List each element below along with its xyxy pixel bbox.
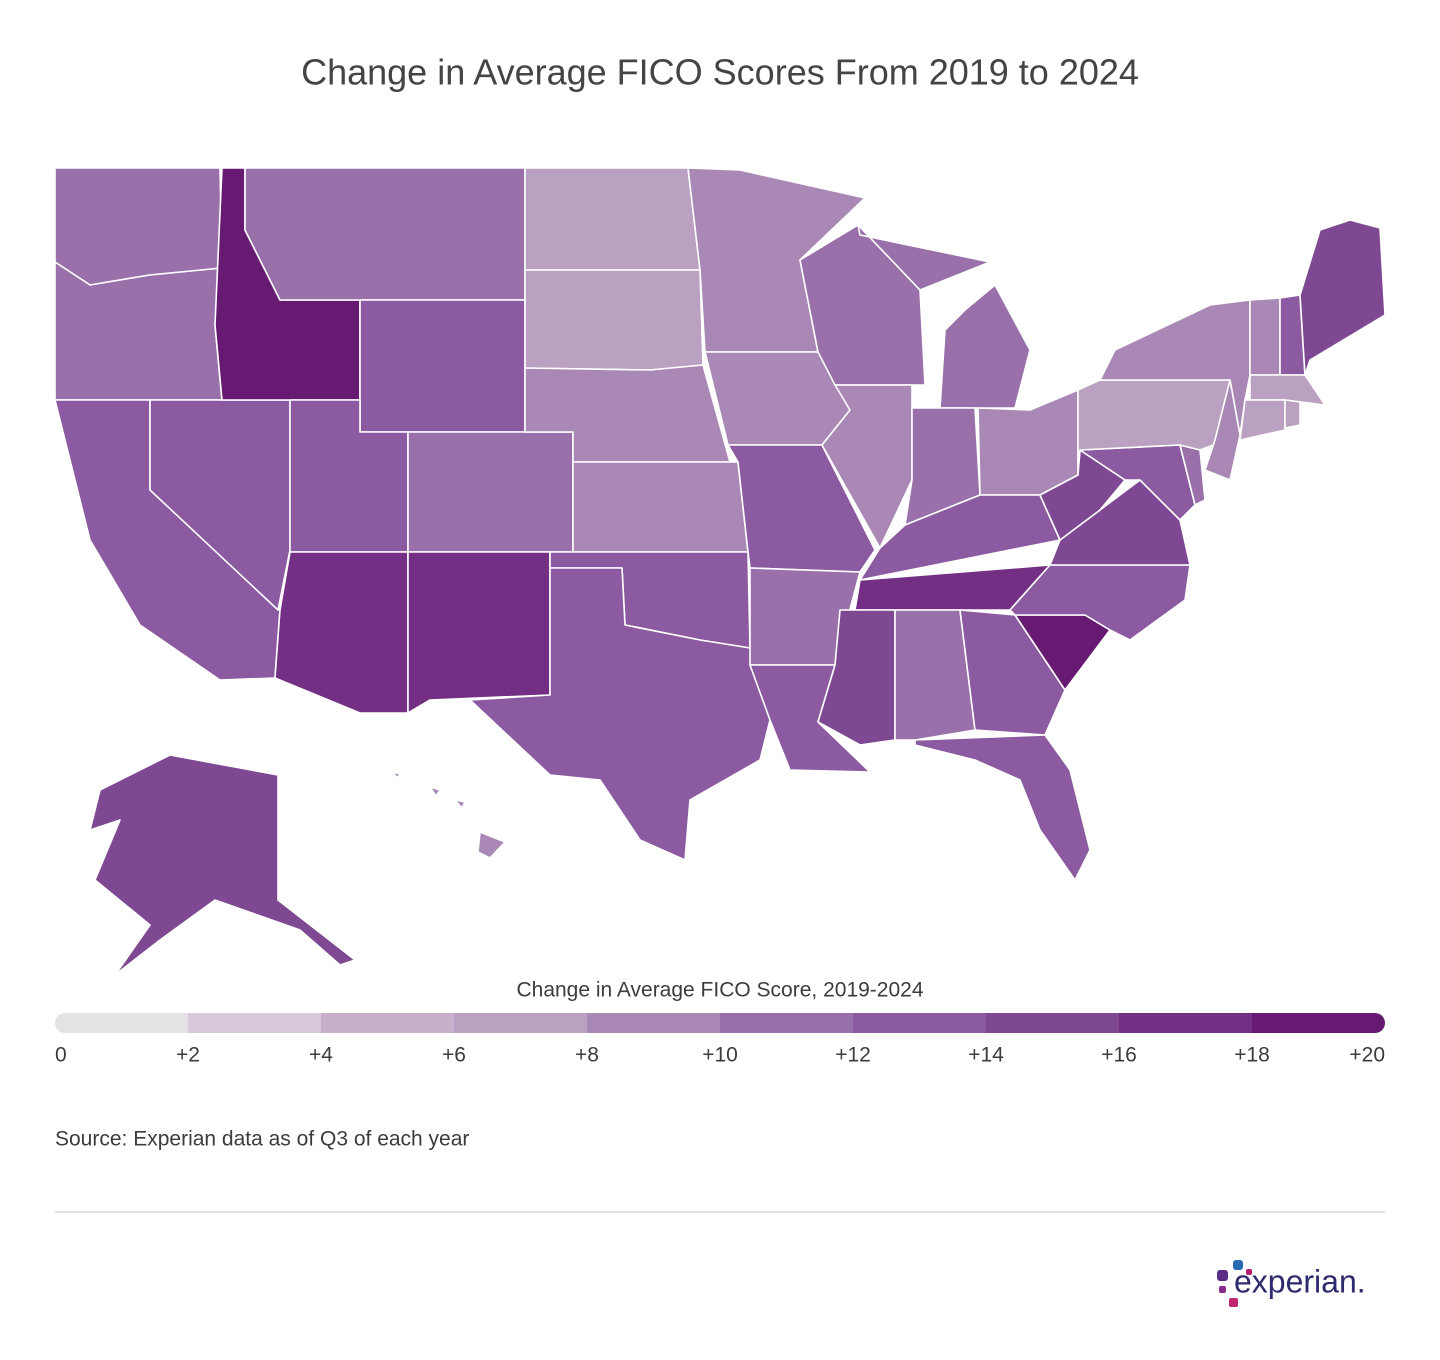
state	[572, 461, 749, 553]
legend-tick-label: +20	[1349, 1044, 1385, 1067]
legend-tick-label: 0	[55, 1044, 67, 1067]
legend-tick-label: +8	[575, 1044, 599, 1067]
state	[524, 167, 701, 271]
legend-bin	[55, 1013, 188, 1033]
legend-bin	[986, 1013, 1119, 1033]
state	[89, 754, 356, 976]
legend: 0 +2 +4 +6 +8 +10 +12 +14 +16 +18 +20	[55, 1013, 1385, 1067]
legend-tick-label: +14	[968, 1044, 1004, 1067]
legend-title: Change in Average FICO Score, 2019-2024	[516, 979, 923, 1002]
brand-name: experian.	[1234, 1263, 1366, 1299]
legend-bin	[321, 1013, 454, 1033]
legend-tick-label: +18	[1234, 1044, 1270, 1067]
legend-tick-label: +16	[1101, 1044, 1137, 1067]
state	[1284, 399, 1301, 429]
legend-tick-label: +12	[835, 1044, 871, 1067]
legend-tick-label: +10	[702, 1044, 738, 1067]
state	[1239, 399, 1286, 441]
state	[54, 167, 223, 286]
logo-dot	[1219, 1286, 1226, 1293]
state	[1204, 379, 1241, 481]
state	[244, 167, 526, 301]
state	[1299, 219, 1386, 376]
state	[392, 771, 506, 859]
state	[407, 431, 574, 553]
state	[857, 224, 1031, 409]
state	[54, 261, 223, 401]
chart-title: Change in Average FICO Scores From 2019 …	[301, 52, 1139, 93]
state	[1249, 297, 1281, 376]
legend-bin	[1119, 1013, 1252, 1033]
source-note: Source: Experian data as of Q3 of each y…	[55, 1128, 469, 1151]
state	[894, 609, 976, 741]
state	[1249, 374, 1326, 406]
us-map	[54, 167, 1386, 976]
state	[274, 551, 409, 714]
logo-dot	[1229, 1298, 1238, 1307]
state	[524, 269, 704, 371]
state	[959, 609, 1066, 736]
legend-bin	[587, 1013, 720, 1033]
legend-bin	[188, 1013, 321, 1033]
legend-bin	[853, 1013, 986, 1033]
legend-tick-label: +2	[176, 1044, 200, 1067]
state	[469, 567, 771, 861]
legend-bin	[720, 1013, 853, 1033]
state	[359, 299, 526, 433]
legend-bar	[55, 1013, 1385, 1033]
legend-tick-label: +4	[309, 1044, 333, 1067]
legend-tick-label: +6	[442, 1044, 466, 1067]
brand-logo: experian.	[1217, 1260, 1366, 1307]
legend-bin	[1252, 1013, 1385, 1033]
legend-bin	[454, 1013, 587, 1033]
logo-dot	[1233, 1260, 1243, 1270]
logo-dot	[1217, 1270, 1228, 1281]
state	[914, 734, 1091, 881]
state	[407, 551, 551, 714]
logo-dot	[1246, 1269, 1252, 1275]
